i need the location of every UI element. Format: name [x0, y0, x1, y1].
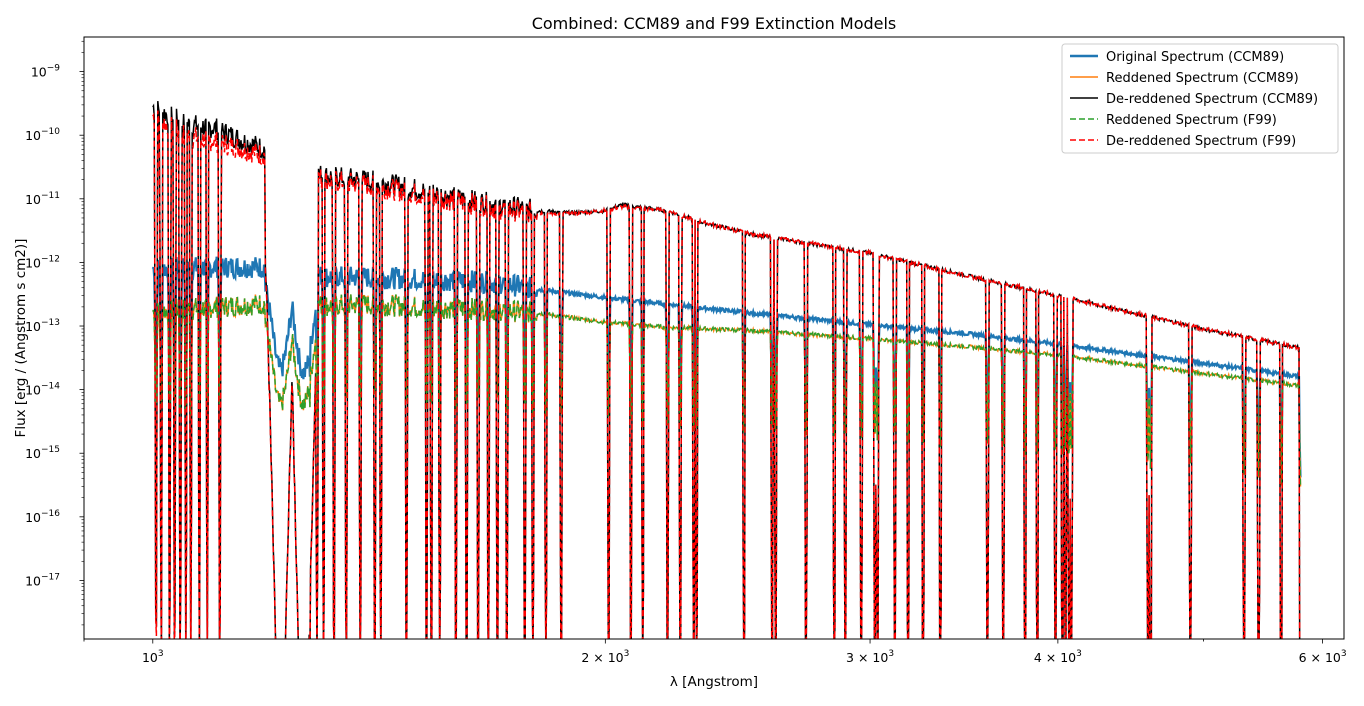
y-tick-exp: −9 [47, 64, 61, 74]
x-tick-label: 4 × 103 [1034, 649, 1082, 665]
x-tick-mantissa: 3 × [846, 650, 872, 665]
y-tick-base: 10 [25, 255, 41, 270]
series-line-4 [152, 293, 1302, 487]
y-axis: 10−1710−1610−1510−1410−1310−1210−1110−10… [25, 40, 84, 626]
x-tick-base: 10 [1325, 650, 1341, 665]
y-tick-label: 10−17 [25, 572, 60, 588]
y-tick-label: 10−9 [31, 64, 60, 80]
x-tick-mantissa: 2 × [581, 650, 607, 665]
y-tick-label: 10−10 [25, 127, 60, 143]
y-axis-label: Flux [erg / (Angstrom s cm2)] [13, 239, 29, 438]
y-tick-exp: −16 [41, 509, 60, 519]
x-tick-mantissa: 6 × [1299, 650, 1325, 665]
y-tick-label: 10−13 [25, 318, 60, 334]
x-tick-exp: 3 [888, 649, 894, 659]
x-tick-label: 2 × 103 [581, 649, 629, 665]
x-tick-base: 10 [142, 650, 158, 665]
y-tick-label: 10−16 [25, 509, 60, 525]
y-tick-base: 10 [25, 510, 41, 525]
legend: Original Spectrum (CCM89) Reddened Spectr… [1061, 43, 1339, 154]
y-tick-base: 10 [25, 192, 41, 207]
legend-label-5: De-reddened Spectrum (F99) [1106, 134, 1296, 149]
y-tick-label: 10−14 [25, 382, 60, 398]
y-tick-exp: −10 [41, 127, 60, 137]
x-tick-label: 103 [142, 649, 164, 665]
legend-label-3: De-reddened Spectrum (CCM89) [1106, 92, 1318, 107]
x-axis-label: λ [Angstrom] [670, 674, 758, 690]
y-tick-base: 10 [25, 446, 41, 461]
x-tick-exp: 3 [1076, 649, 1082, 659]
y-tick-base: 10 [25, 573, 41, 588]
x-tick-base: 10 [608, 650, 624, 665]
legend-box [1061, 43, 1339, 154]
x-tick-mantissa: 4 × [1034, 650, 1060, 665]
legend-label-2: Reddened Spectrum (CCM89) [1106, 71, 1299, 86]
x-axis: 103 2 × 103 3 × 103 4 × 103 6 × 103 [83, 639, 1347, 665]
series-layer [151, 101, 1302, 639]
x-tick-exp: 3 [1341, 649, 1347, 659]
y-tick-exp: −11 [41, 191, 60, 201]
y-tick-exp: −15 [41, 445, 60, 455]
y-tick-label: 10−11 [25, 191, 60, 207]
y-tick-base: 10 [25, 383, 41, 398]
x-tick-exp: 3 [158, 649, 164, 659]
series-line-5 [152, 110, 1301, 639]
x-tick-base: 10 [1060, 650, 1076, 665]
y-tick-base: 10 [25, 128, 41, 143]
chart-title: Combined: CCM89 and F99 Extinction Model… [532, 14, 897, 33]
legend-label-4: Reddened Spectrum (F99) [1106, 113, 1277, 128]
y-tick-exp: −17 [41, 572, 60, 582]
series-line-1 [151, 256, 1302, 478]
y-tick-base: 10 [31, 65, 47, 80]
y-tick-exp: −12 [41, 254, 60, 264]
x-tick-base: 10 [872, 650, 888, 665]
x-tick-label: 6 × 103 [1299, 649, 1347, 665]
y-tick-base: 10 [25, 319, 41, 334]
y-tick-label: 10−12 [25, 254, 60, 270]
legend-label-1: Original Spectrum (CCM89) [1106, 50, 1284, 65]
y-tick-exp: −14 [41, 382, 60, 392]
x-tick-exp: 3 [624, 649, 630, 659]
y-tick-exp: −13 [41, 318, 60, 328]
plot-frame [83, 36, 1345, 640]
y-tick-label: 10−15 [25, 445, 60, 461]
x-tick-label: 3 × 103 [846, 649, 894, 665]
